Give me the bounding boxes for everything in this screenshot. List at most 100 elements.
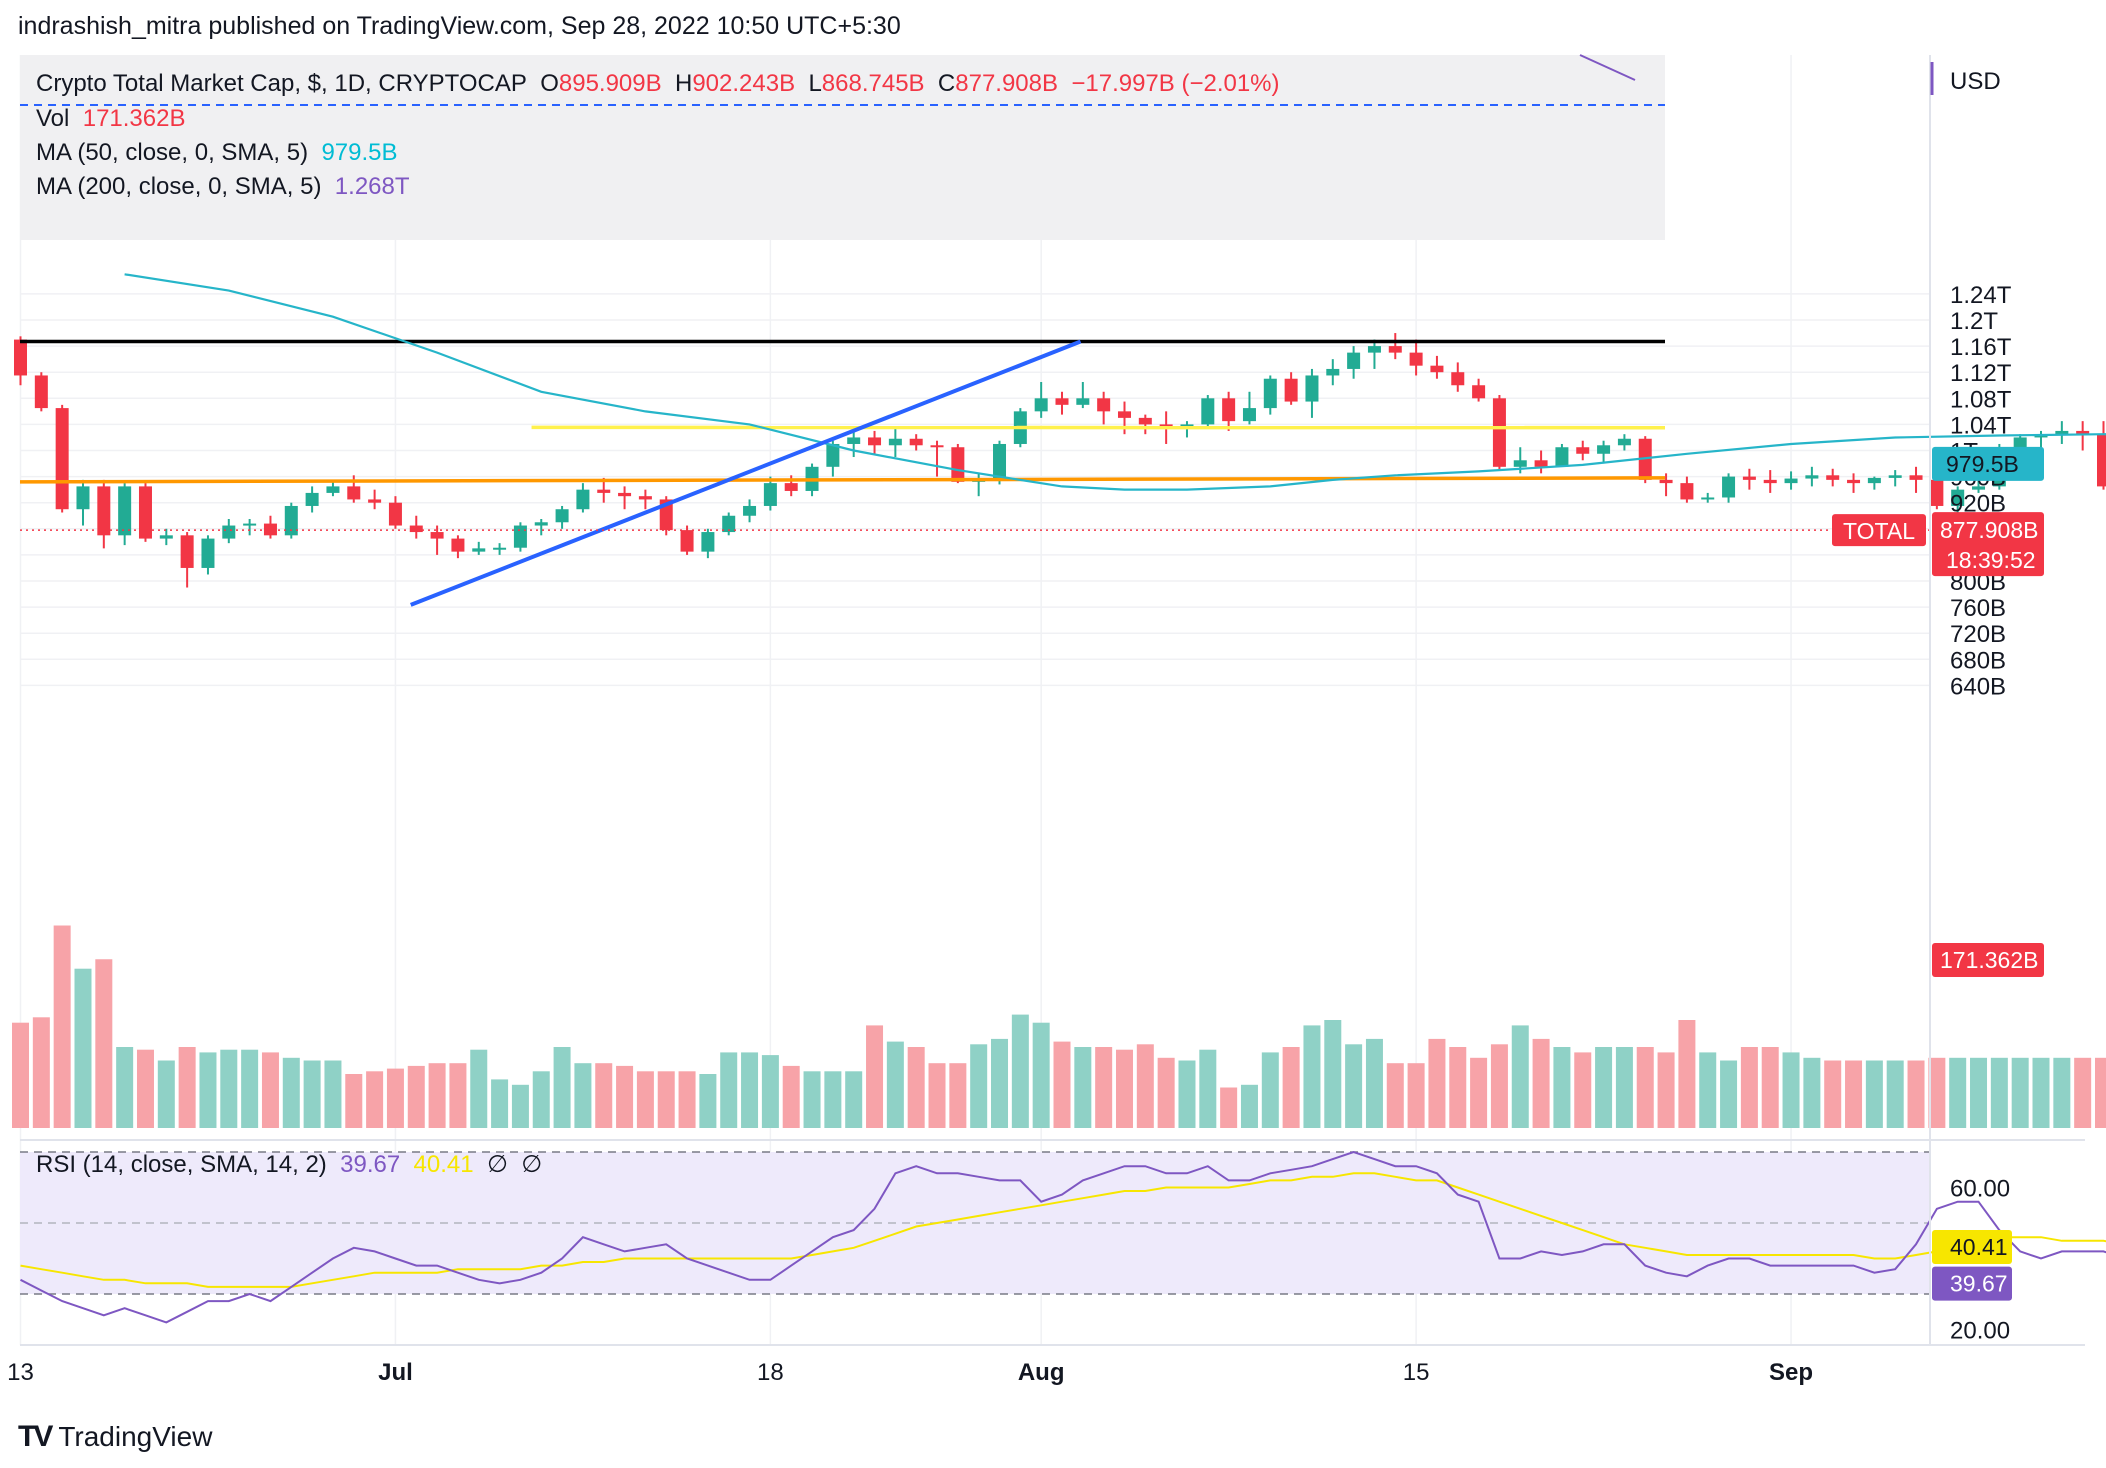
candle-body [1097,398,1110,411]
footer: TV TradingView [18,1420,212,1454]
legend-vol-line: Vol 171.362B [36,105,185,133]
price-chart[interactable]: 1.24T1.2T1.16T1.12T1.08T1.04T1T960B920B8… [0,0,2106,1468]
footer-brand: TradingView [58,1421,212,1453]
rsi-extra-2: ∅ [521,1151,542,1178]
candle-body [493,548,506,550]
ma200-value: 1.268T [335,173,410,200]
volume-bar [991,1039,1008,1128]
volume-bar [533,1071,550,1128]
volume-bar [512,1085,529,1128]
volume-bar [95,959,112,1128]
volume-bar [1595,1047,1612,1128]
candle-body [368,499,381,502]
candle-body [431,532,444,539]
volume-bar [1803,1058,1820,1128]
candle-body [160,535,173,538]
candle-body [618,493,631,496]
volume-bar [658,1071,675,1128]
open-value: 895.909B [559,70,662,97]
candle-body [681,530,694,552]
close-label: C [938,70,955,97]
volume-bar [866,1025,883,1128]
volume-bar [74,969,91,1128]
volume-bar [699,1074,716,1128]
volume-bar [1491,1044,1508,1128]
volume-bar [1824,1061,1841,1129]
volume-bar [1428,1039,1445,1128]
candle-body [931,445,944,447]
rsi-tick-label: 20.00 [1950,1318,2010,1345]
volume-bar [491,1079,508,1128]
volume-bar [845,1071,862,1128]
volume-bar [1178,1061,1195,1129]
y-tick-label: 1.08T [1950,386,2012,413]
volume-bar [283,1058,300,1128]
candle-body [97,486,110,535]
candle-body [1305,375,1318,401]
candle-body [1243,408,1256,421]
volume-bar [1012,1015,1029,1128]
candle-body [535,522,548,525]
candle-body [1430,366,1443,373]
y-tick-label: 1.04T [1950,412,2012,439]
high-label: H [675,70,692,97]
candle-body [306,493,319,506]
x-tick-label: 13 [7,1359,34,1386]
volume-bar [1220,1088,1237,1129]
volume-bar [449,1063,466,1128]
candle-body [1743,477,1756,480]
volume-bar [345,1074,362,1128]
countdown-value: 18:39:52 [1946,547,2036,573]
rsi-label: RSI (14, close, SMA, 14, 2) [36,1151,327,1178]
volume-bar [304,1061,321,1129]
volume-bar [2074,1058,2091,1128]
candle-body [993,444,1006,480]
ma200-label: MA (200, close, 0, SMA, 5) [36,173,321,200]
volume-bar [595,1063,612,1128]
low-label: L [808,70,821,97]
volume-bar [1762,1047,1779,1128]
rsi-badge-label: 39.67 [1950,1271,2008,1297]
candle-body [639,496,652,499]
candle-body [451,539,464,552]
candle-body [785,483,798,491]
candle-body [1410,353,1423,366]
candle-body [1535,460,1548,467]
volume-bar [262,1052,279,1128]
candle-body [118,486,131,535]
volume-bar [2053,1058,2070,1128]
candle-body [1368,346,1381,353]
candle-body [847,437,860,444]
candle-body [1347,353,1360,369]
volume-bar [1054,1042,1071,1128]
volume-bar [1637,1047,1654,1128]
close-value: 877.908B [955,70,1058,97]
currency-label: USD [1950,68,2001,95]
low-value: 868.745B [822,70,925,97]
volume-bar [970,1044,987,1128]
y-tick-label: 640B [1950,673,2006,700]
candle-body [1847,480,1860,483]
rsi-sma-badge-label: 40.41 [1950,1234,2008,1260]
candle-body [35,375,48,408]
candle-body [1701,497,1714,499]
volume-bars [12,926,2106,1129]
volume-bar [387,1069,404,1128]
volume-bar [679,1071,696,1128]
high-value: 902.243B [692,70,795,97]
volume-bar [1533,1039,1550,1128]
volume-bar [929,1063,946,1128]
candle-body [76,486,89,509]
candle-body [1472,385,1485,398]
volume-bar [1616,1047,1633,1128]
candle-body [389,503,402,526]
volume-bar [1574,1052,1591,1128]
y-tick-label: 760B [1950,595,2006,622]
candle-body [764,483,777,506]
volume-bar [1845,1061,1862,1129]
volume-bar [1720,1061,1737,1129]
candle-body [910,439,923,446]
candle-body [56,408,69,509]
candle-body [326,486,339,493]
volume-bar [1366,1039,1383,1128]
